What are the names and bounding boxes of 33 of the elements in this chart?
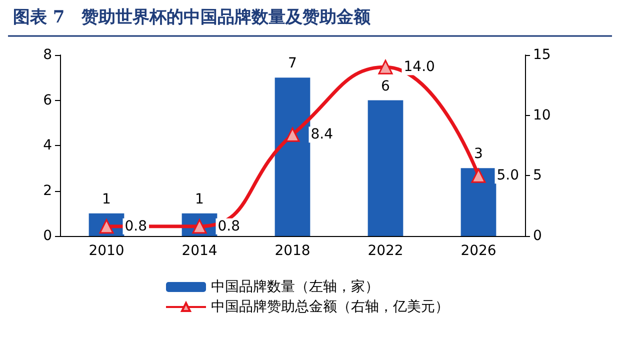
x-tick-label: 2026 [460,243,496,259]
y2-tick-label: 10 [533,107,551,124]
data-label: 1 [195,191,204,208]
data-label: 0.8 [218,218,240,234]
data-label: 6 [381,78,390,94]
y2-tick-label: 15 [533,47,551,63]
data-label: 8.4 [310,126,334,143]
data-label: 14.0 [404,59,435,76]
y-tick-label: 4 [43,138,52,154]
y-tick-label: 8 [43,47,52,63]
x-tick-label: 2010 [88,243,124,259]
y-tick-label: 6 [43,92,52,108]
data-label: 1 [102,191,111,208]
x-tick-label: 2014 [182,243,218,259]
y-tick-label: 2 [43,182,52,199]
data-label: 7 [288,56,297,72]
chart-title: 图表 7 赞助世界杯的中国品牌数量及赞助金额 [13,8,372,28]
bar [274,78,310,236]
bar [460,168,496,236]
y2-tick-label: 5 [533,168,542,184]
data-label: 5.0 [496,168,520,184]
point [378,60,393,74]
legend-label: 中国品牌数量（左轴，家） [211,279,379,295]
x-tick-label: 2022 [368,243,404,259]
point [471,168,486,183]
data-label: 3 [474,146,483,162]
data-label: 0.8 [124,218,148,234]
y-tick-label: 0 [43,228,52,244]
legend-label: 中国品牌赞助总金额（右轴，亿美元） [211,299,449,315]
point [285,127,300,142]
x-tick-label: 2018 [274,243,310,259]
y2-tick-label: 0 [533,228,542,244]
bar [368,100,404,236]
